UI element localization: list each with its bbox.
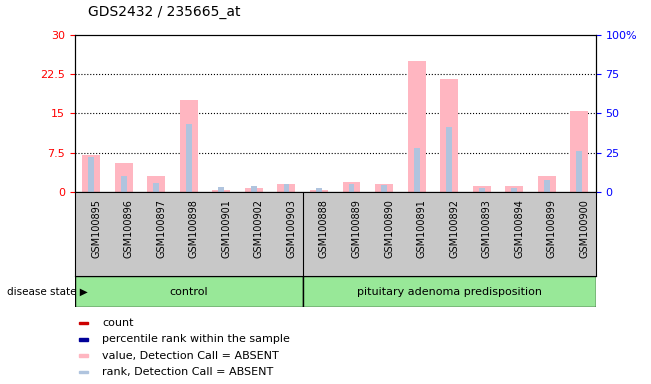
Text: percentile rank within the sample: percentile rank within the sample xyxy=(102,334,290,344)
Bar xyxy=(79,354,88,357)
Bar xyxy=(342,182,361,192)
Bar xyxy=(505,186,523,192)
Bar xyxy=(473,186,491,192)
Bar xyxy=(479,188,484,192)
Text: GDS2432 / 235665_at: GDS2432 / 235665_at xyxy=(88,5,240,19)
Bar xyxy=(219,187,224,192)
Bar xyxy=(180,100,198,192)
Text: GSM100898: GSM100898 xyxy=(189,199,199,258)
Bar xyxy=(349,184,354,192)
Text: GSM100902: GSM100902 xyxy=(254,199,264,258)
Bar xyxy=(154,182,159,192)
Bar xyxy=(115,163,133,192)
Text: value, Detection Call = ABSENT: value, Detection Call = ABSENT xyxy=(102,351,279,361)
Bar xyxy=(310,190,328,192)
Bar xyxy=(303,276,596,307)
Bar xyxy=(79,371,88,373)
Text: count: count xyxy=(102,318,133,328)
Text: disease state ▶: disease state ▶ xyxy=(7,287,87,297)
Text: GSM100899: GSM100899 xyxy=(547,199,557,258)
Text: pituitary adenoma predisposition: pituitary adenoma predisposition xyxy=(357,287,542,297)
Bar xyxy=(316,188,322,192)
Bar xyxy=(212,190,230,192)
Text: GSM100896: GSM100896 xyxy=(124,199,133,258)
Text: GSM100894: GSM100894 xyxy=(514,199,524,258)
Text: GSM100892: GSM100892 xyxy=(449,199,459,258)
Text: GSM100891: GSM100891 xyxy=(417,199,426,258)
Text: control: control xyxy=(169,287,208,297)
Bar xyxy=(251,187,257,192)
Bar xyxy=(147,176,165,192)
Bar xyxy=(79,338,88,341)
Bar xyxy=(408,61,426,192)
Bar xyxy=(577,151,583,192)
Text: GSM100889: GSM100889 xyxy=(352,199,361,258)
Text: GSM100903: GSM100903 xyxy=(286,199,296,258)
Bar xyxy=(277,184,296,192)
Text: GSM100897: GSM100897 xyxy=(156,199,166,258)
Bar xyxy=(79,322,88,324)
Bar xyxy=(414,148,419,192)
Bar xyxy=(538,176,556,192)
Text: GSM100895: GSM100895 xyxy=(91,199,101,258)
Bar xyxy=(447,127,452,192)
Bar xyxy=(544,180,550,192)
Bar xyxy=(375,184,393,192)
Text: GSM100901: GSM100901 xyxy=(221,199,231,258)
Text: GSM100893: GSM100893 xyxy=(482,199,492,258)
Bar xyxy=(75,276,303,307)
Bar xyxy=(121,176,127,192)
Bar xyxy=(82,155,100,192)
Bar xyxy=(186,124,192,192)
Text: GSM100890: GSM100890 xyxy=(384,199,394,258)
Text: GSM100900: GSM100900 xyxy=(579,199,589,258)
Bar xyxy=(381,185,387,192)
Text: GSM100888: GSM100888 xyxy=(319,199,329,258)
Bar xyxy=(89,157,94,192)
Bar xyxy=(284,184,289,192)
Bar xyxy=(570,111,589,192)
Bar xyxy=(440,79,458,192)
Text: rank, Detection Call = ABSENT: rank, Detection Call = ABSENT xyxy=(102,367,273,377)
Bar xyxy=(512,188,518,192)
Bar xyxy=(245,188,263,192)
